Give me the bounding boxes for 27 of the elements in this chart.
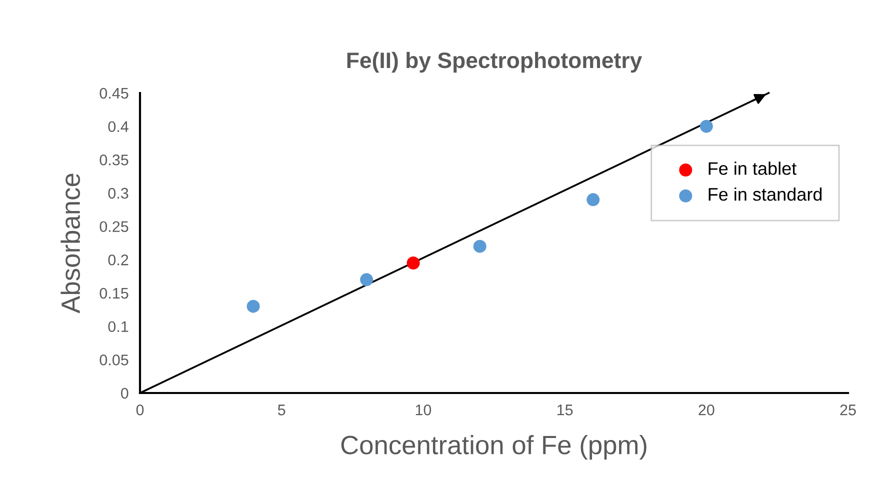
x-tick-label: 5 (278, 404, 286, 416)
y-axis-title: Absorbance (60, 174, 80, 314)
legend-label: Fe in tablet (708, 162, 797, 175)
x-tick-label: 25 (840, 404, 856, 416)
y-tick-label: 0.25 (100, 221, 128, 232)
y-tick-label: 0.15 (100, 288, 128, 299)
y-tick-label: 0.05 (100, 354, 128, 366)
point (473, 240, 486, 253)
y-tick-label: 0.3 (108, 188, 128, 199)
y-tick-label: 0.1 (108, 321, 128, 332)
y-tick-label: 0.35 (100, 154, 128, 166)
chart-title: Fe(II) by Spectrophotometry (347, 52, 642, 73)
point (586, 193, 600, 206)
x-tick-label: 20 (698, 404, 714, 416)
y-tick-label: 0.2 (108, 254, 128, 266)
y-tick-label: 0 (120, 388, 128, 399)
x-tick-label: 15 (557, 404, 573, 416)
x-tick-label: 0 (136, 404, 144, 416)
point (406, 256, 420, 270)
legend-label: Fe in standard (708, 188, 822, 201)
point (700, 120, 713, 133)
y-tick-label: 0.45 (100, 88, 128, 99)
y-tick-label: 0.4 (108, 121, 128, 132)
point (360, 273, 374, 286)
point (246, 300, 260, 313)
x-axis-title: Concentration of Fe (ppm) (341, 435, 646, 460)
x-tick-label: 10 (416, 404, 432, 416)
